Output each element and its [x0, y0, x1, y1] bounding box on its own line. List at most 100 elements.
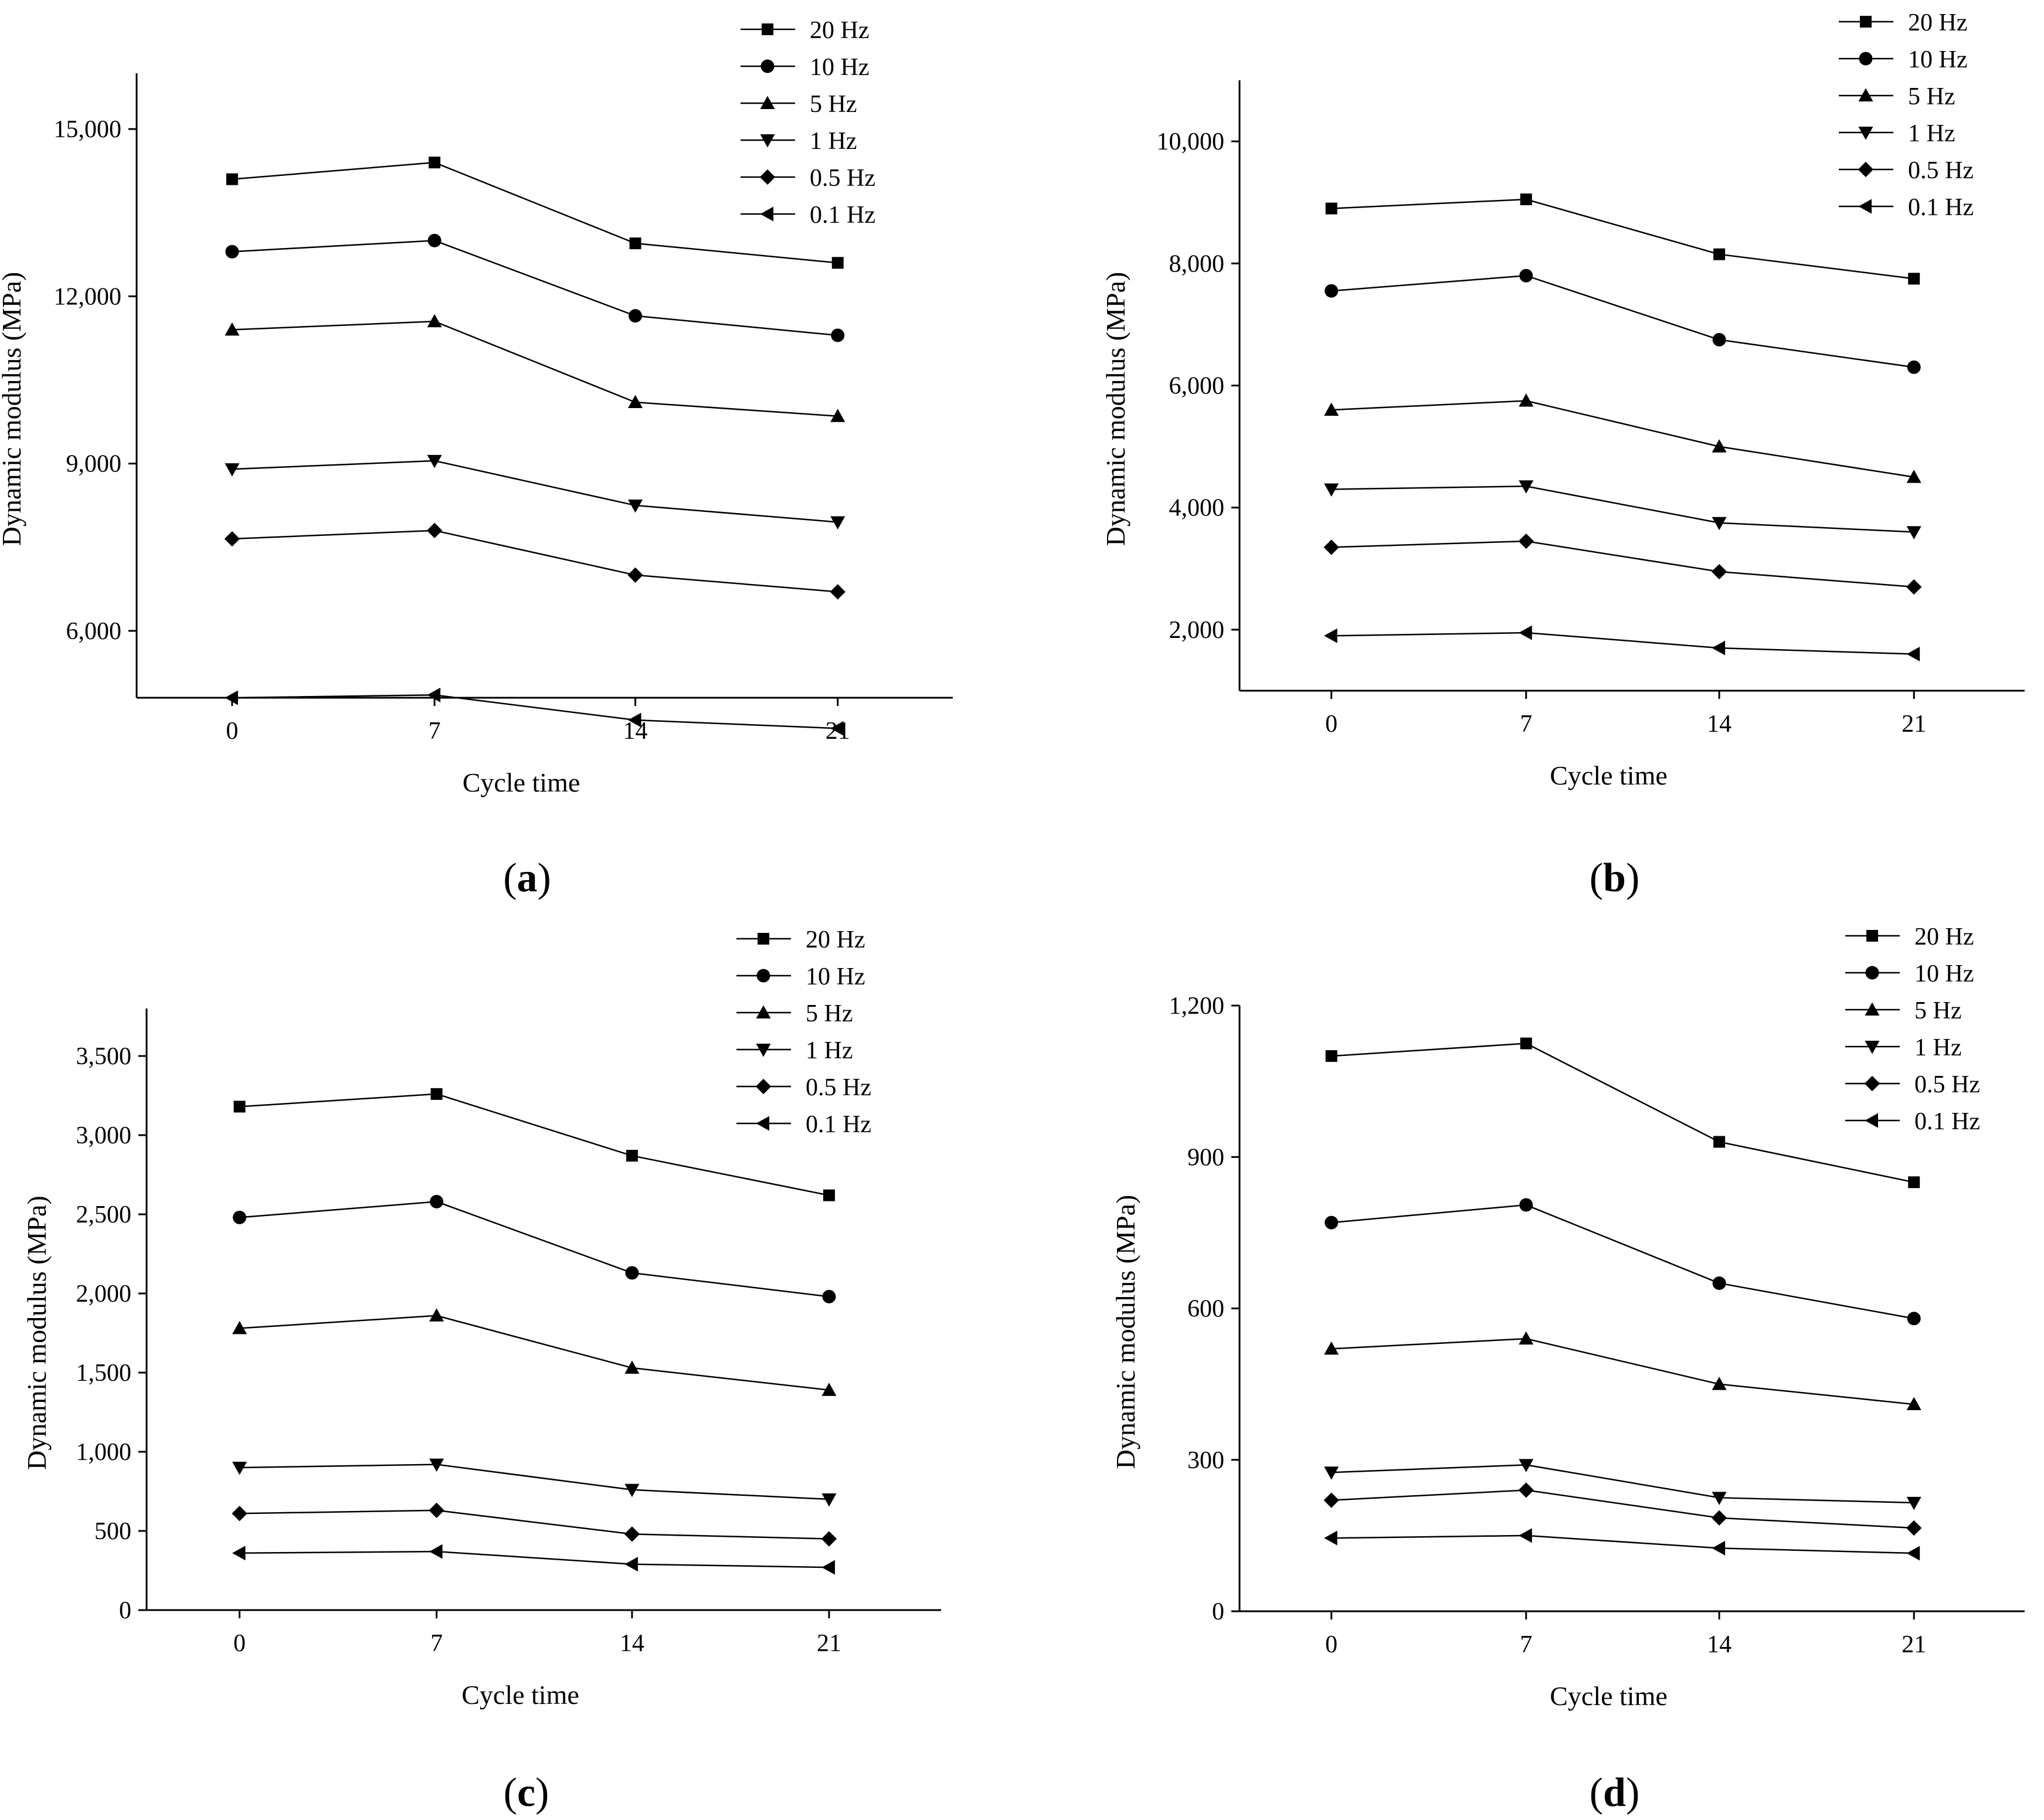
legend-label: 10 Hz [806, 963, 865, 990]
legend-marker [1865, 1113, 1878, 1128]
x-axis-title: Cycle time [1550, 760, 1668, 790]
data-point-marker [629, 309, 643, 323]
y-tick-label: 2,000 [76, 1281, 132, 1308]
data-point-marker [821, 1493, 837, 1507]
y-tick-label: 12,000 [54, 283, 122, 310]
data-point-marker [1324, 1341, 1339, 1355]
data-point-marker [823, 1189, 835, 1201]
x-tick-label: 7 [1520, 711, 1532, 738]
data-point-marker [1908, 273, 1920, 285]
data-point-marker [830, 409, 846, 422]
data-point-marker [1713, 1136, 1726, 1148]
chart-panel-d: 0 300 600 900 1,200 0 7 14 21 Cycle time Dynamic m… [1111, 923, 2025, 1815]
data-point-marker [1712, 1540, 1726, 1556]
legend-label: 20 Hz [810, 17, 869, 44]
series-line-20-Hz [1331, 1043, 1914, 1183]
data-point-marker [1519, 1331, 1534, 1345]
legend-label: 1 Hz [1908, 120, 1955, 147]
x-axis-title: Cycle time [461, 1680, 579, 1710]
legend-label: 10 Hz [810, 54, 869, 81]
y-tick-label: 3,000 [76, 1122, 132, 1149]
y-axis-title: Dynamic modulus (MPa) [0, 272, 26, 546]
legend-marker [1858, 127, 1873, 140]
legend-label: 20 Hz [1908, 9, 1967, 36]
data-point-marker [1712, 563, 1727, 580]
data-point-marker [1519, 393, 1534, 407]
y-tick-label: 3,500 [76, 1043, 132, 1070]
data-point-marker [1518, 1482, 1534, 1498]
legend-marker [762, 23, 773, 35]
legend-marker [1864, 1075, 1880, 1092]
legend-marker [1860, 16, 1872, 28]
legend-label: 1 Hz [1914, 1034, 1961, 1061]
data-point-marker [224, 531, 240, 547]
data-point-marker [225, 245, 239, 259]
y-tick-label: 600 [1187, 1296, 1224, 1323]
series-line-1-Hz [239, 1464, 830, 1500]
data-point-marker [1323, 1492, 1339, 1508]
legend-marker [756, 1116, 769, 1131]
data-point-marker [1906, 1520, 1922, 1536]
data-point-marker [1908, 1176, 1920, 1189]
data-point-marker [627, 567, 643, 583]
legend-marker [1858, 199, 1872, 214]
data-point-marker [625, 1266, 639, 1280]
series-line-5-Hz [1331, 1337, 1914, 1405]
y-tick-label: 15,000 [54, 116, 122, 143]
legend-label: 0.1 Hz [806, 1111, 871, 1138]
x-tick-label: 0 [233, 1630, 246, 1657]
y-tick-label: 8,000 [1169, 250, 1225, 277]
legend-marker [756, 1005, 771, 1018]
data-point-marker [1519, 1459, 1534, 1472]
legend-marker [758, 933, 769, 945]
legend-label: 1 Hz [810, 128, 857, 155]
y-tick-label: 1,000 [76, 1439, 132, 1466]
data-point-marker [429, 1308, 444, 1322]
y-tick-label: 6,000 [1169, 373, 1225, 400]
y-tick-label: 0 [119, 1597, 131, 1624]
data-point-marker [1712, 1510, 1727, 1526]
data-point-marker [1324, 628, 1337, 643]
legend-label: 5 Hz [1908, 83, 1955, 110]
legend-label: 20 Hz [1914, 923, 1974, 950]
data-point-marker [1323, 539, 1339, 555]
y-tick-label: 900 [1187, 1144, 1224, 1171]
y-tick-label: 1,500 [76, 1360, 132, 1387]
data-point-marker [821, 1383, 837, 1396]
data-point-marker [1712, 1276, 1726, 1290]
legend-marker [759, 169, 776, 185]
panel-caption: (b) [1590, 855, 1640, 901]
series-line-10-Hz [1331, 274, 1914, 368]
data-point-marker [429, 157, 441, 169]
series-line-5-Hz [239, 1315, 830, 1391]
legend-label: 0.1 Hz [810, 202, 875, 229]
legend-label: 5 Hz [810, 91, 857, 118]
data-point-marker [1906, 526, 1921, 539]
series-line-0-1-Hz [1331, 631, 1914, 655]
data-point-marker [1325, 284, 1339, 298]
data-point-marker [232, 1462, 247, 1475]
x-tick-label: 0 [1325, 1631, 1337, 1658]
legend-marker [760, 134, 775, 148]
data-point-marker [232, 1506, 247, 1522]
panel-caption: (a) [503, 855, 551, 901]
y-tick-label: 6,000 [66, 618, 122, 645]
data-point-marker [1712, 640, 1726, 656]
y-axis-title: Dynamic modulus (MPa) [22, 1196, 52, 1470]
legend-marker [760, 59, 775, 73]
x-tick-label: 7 [429, 718, 441, 745]
series-line-20-Hz [232, 161, 838, 264]
y-tick-label: 500 [94, 1518, 131, 1545]
data-point-marker [225, 690, 238, 705]
data-point-marker [1712, 1377, 1727, 1390]
data-point-marker [821, 1560, 835, 1575]
data-point-marker [232, 1320, 247, 1335]
series-line-1-Hz [1331, 485, 1914, 533]
data-point-marker [225, 463, 240, 477]
data-point-marker [427, 454, 442, 468]
x-tick-label: 0 [1325, 711, 1337, 738]
data-point-marker [1518, 533, 1534, 549]
legend-label: 5 Hz [806, 1000, 853, 1027]
data-point-marker [821, 1531, 837, 1547]
